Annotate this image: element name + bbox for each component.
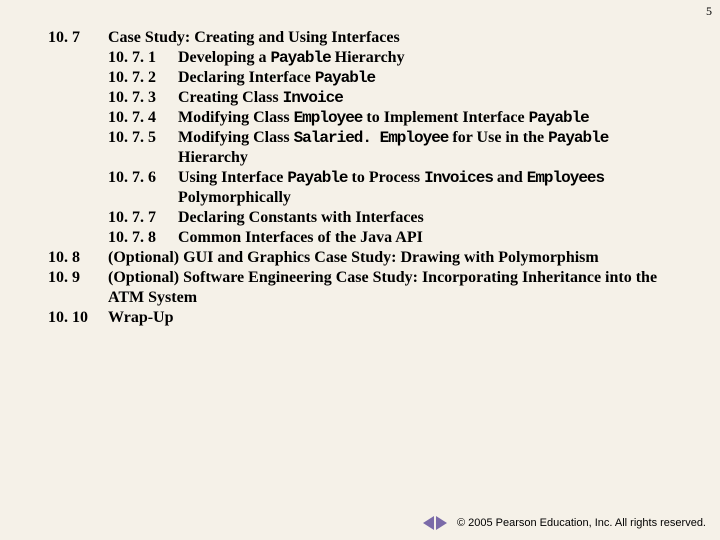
- section-number: 10. 9: [48, 268, 108, 288]
- sub-desc: Developing a Payable Hierarchy: [178, 48, 668, 68]
- section-10-7: 10. 7 Case Study: Creating and Using Int…: [48, 28, 668, 248]
- sub-10-7-5: 10. 7. 5 Modifying Class Salaried. Emplo…: [108, 128, 668, 168]
- section-title: (Optional) GUI and Graphics Case Study: …: [108, 248, 668, 268]
- sub-10-7-6: 10. 7. 6 Using Interface Payable to Proc…: [108, 168, 668, 208]
- sub-number: 10. 7. 3: [108, 88, 178, 108]
- sub-10-7-3: 10. 7. 3 Creating Class Invoice: [108, 88, 668, 108]
- sub-number: 10. 7. 2: [108, 68, 178, 88]
- section-title: Wrap-Up: [108, 308, 668, 328]
- outline-content: 10. 7 Case Study: Creating and Using Int…: [48, 28, 668, 328]
- section-10-10: 10. 10 Wrap-Up: [48, 308, 668, 328]
- nav-icons: [423, 516, 447, 530]
- sub-10-7-8: 10. 7. 8 Common Interfaces of the Java A…: [108, 228, 668, 248]
- next-icon[interactable]: [436, 516, 447, 530]
- sub-number: 10. 7. 1: [108, 48, 178, 68]
- sub-desc: Modifying Class Employee to Implement In…: [178, 108, 668, 128]
- copyright-text: © 2005 Pearson Education, Inc. All right…: [457, 517, 706, 529]
- sub-desc: Declaring Interface Payable: [178, 68, 668, 88]
- sub-number: 10. 7. 6: [108, 168, 178, 188]
- sub-10-7-1: 10. 7. 1 Developing a Payable Hierarchy: [108, 48, 668, 68]
- section-number: 10. 8: [48, 248, 108, 268]
- sub-desc: Using Interface Payable to Process Invoi…: [178, 168, 668, 208]
- section-title: Case Study: Creating and Using Interface…: [108, 28, 668, 48]
- page-number: 5: [706, 4, 712, 19]
- section-10-8: 10. 8 (Optional) GUI and Graphics Case S…: [48, 248, 668, 268]
- sub-10-7-7: 10. 7. 7 Declaring Constants with Interf…: [108, 208, 668, 228]
- section-number: 10. 7: [48, 28, 108, 48]
- section-10-9: 10. 9 (Optional) Software Engineering Ca…: [48, 268, 668, 308]
- sub-desc: Declaring Constants with Interfaces: [178, 208, 668, 228]
- sub-number: 10. 7. 7: [108, 208, 178, 228]
- sub-desc: Modifying Class Salaried. Employee for U…: [178, 128, 668, 168]
- sub-desc: Creating Class Invoice: [178, 88, 668, 108]
- sub-number: 10. 7. 5: [108, 128, 178, 148]
- sub-number: 10. 7. 4: [108, 108, 178, 128]
- section-number: 10. 10: [48, 308, 108, 328]
- sub-number: 10. 7. 8: [108, 228, 178, 248]
- footer: © 2005 Pearson Education, Inc. All right…: [423, 516, 706, 530]
- section-title: (Optional) Software Engineering Case Stu…: [108, 268, 668, 308]
- sub-desc: Common Interfaces of the Java API: [178, 228, 668, 248]
- prev-icon[interactable]: [423, 516, 434, 530]
- sub-10-7-4: 10. 7. 4 Modifying Class Employee to Imp…: [108, 108, 668, 128]
- sub-10-7-2: 10. 7. 2 Declaring Interface Payable: [108, 68, 668, 88]
